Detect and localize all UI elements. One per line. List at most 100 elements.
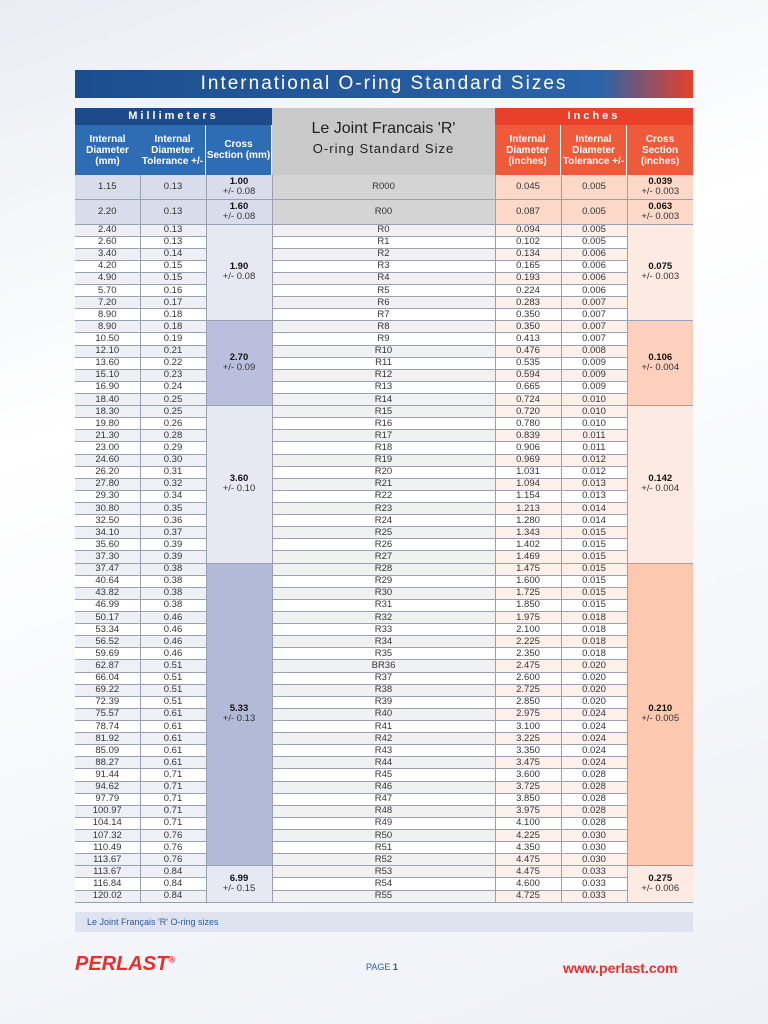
cell: 0.16 — [140, 284, 207, 298]
tolerance: +/- 0.08 — [222, 271, 256, 283]
cell: 0.71 — [140, 768, 207, 782]
table-row: 19.80 0.26 R16 0.780 0.010 — [75, 417, 693, 431]
website[interactable]: www.perlast.com — [563, 960, 678, 976]
table-row: 3.40 0.14 R2 0.134 0.006 — [75, 248, 693, 261]
cell: 0.32 — [140, 478, 207, 491]
cell: 94.62 — [75, 781, 141, 794]
cell: 0.84 — [140, 877, 207, 891]
table-row: 27.80 0.32 R21 1.094 0.013 — [75, 478, 693, 491]
cell: R38 — [272, 684, 496, 697]
cell: 0.594 — [495, 369, 562, 382]
cell: 0.020 — [561, 659, 628, 673]
cell: R39 — [272, 696, 496, 709]
cell: 3.225 — [495, 732, 562, 746]
cell: 21.30 — [75, 429, 141, 443]
cell: R14 — [272, 393, 496, 407]
cell: 0.009 — [561, 381, 628, 395]
cell: R000 — [272, 175, 496, 200]
cell: 0.005 — [561, 175, 628, 200]
value: 0.142 — [648, 473, 673, 485]
table-row: 50.17 0.46 R32 1.975 0.018 — [75, 611, 693, 625]
cell: 29.30 — [75, 490, 141, 504]
cell: 110.49 — [75, 841, 141, 855]
cell: 0.030 — [561, 841, 628, 855]
value: 0.075 — [648, 261, 673, 273]
value: 0.275 — [648, 872, 673, 884]
cell: R33 — [272, 623, 496, 637]
page-label: PAGE — [366, 962, 391, 972]
sizes-table: 1.15 0.13 1.00 +/- 0.08 R000 0.045 0.005 0.039 +… — [75, 175, 693, 903]
cell: R22 — [272, 490, 496, 504]
table-row: 91.44 0.71 R45 3.600 0.028 — [75, 768, 693, 782]
value: 0.063 — [648, 200, 673, 212]
column-header: Internal Diameter Tolerance +/- — [561, 125, 627, 175]
table-row: 1.15 0.13 1.00 +/- 0.08 R000 0.045 0.005 0.039 +… — [75, 175, 693, 200]
cell: R8 — [272, 320, 496, 334]
cell: R27 — [272, 550, 496, 564]
cell: 0.350 — [495, 320, 562, 334]
cell: 23.00 — [75, 441, 141, 455]
cell: 0.18 — [140, 320, 207, 334]
cell: 0.030 — [561, 829, 628, 843]
cell: 0.033 — [561, 877, 628, 891]
cell: 78.74 — [75, 720, 141, 734]
table-row: 7.20 0.17 R6 0.283 0.007 — [75, 296, 693, 310]
cross-section-mm: 1.90 +/- 0.08 — [206, 224, 273, 322]
table-row: 94.62 0.71 R46 3.725 0.028 — [75, 781, 693, 794]
cell: 0.009 — [561, 357, 628, 370]
cell: 0.020 — [561, 696, 628, 709]
cell: 0.476 — [495, 345, 562, 358]
cell: 0.033 — [561, 890, 628, 903]
value: 5.33 — [229, 703, 249, 715]
cell: 3.600 — [495, 768, 562, 782]
cell: 4.475 — [495, 865, 562, 879]
cell: 0.71 — [140, 781, 207, 794]
cell: R52 — [272, 853, 496, 867]
cell: 0.18 — [140, 308, 207, 322]
table-row: 69.22 0.51 R38 2.725 0.020 — [75, 684, 693, 697]
table-row: 53.34 0.46 R33 2.100 0.018 — [75, 623, 693, 637]
cell: 0.018 — [561, 635, 628, 649]
cell: 0.014 — [561, 514, 628, 528]
value: 0.210 — [648, 703, 673, 715]
tolerance: +/- 0.004 — [641, 362, 680, 374]
cell: 13.60 — [75, 357, 141, 370]
cell: R42 — [272, 732, 496, 746]
cell: 27.80 — [75, 478, 141, 491]
cell: 0.38 — [140, 575, 207, 588]
cell: 1.725 — [495, 587, 562, 600]
cell: 91.44 — [75, 768, 141, 782]
cell: 0.665 — [495, 381, 562, 395]
cell: 4.475 — [495, 853, 562, 867]
cell: 0.094 — [495, 224, 562, 237]
tolerance: +/- 0.004 — [641, 483, 680, 495]
cell: 35.60 — [75, 538, 141, 552]
cell: 0.413 — [495, 332, 562, 346]
cell: 3.40 — [75, 248, 141, 261]
cell: 0.013 — [561, 490, 628, 504]
cell: 0.61 — [140, 720, 207, 734]
cell: 0.018 — [561, 623, 628, 637]
table-row: 43.82 0.38 R30 1.725 0.015 — [75, 587, 693, 600]
cell: 2.975 — [495, 708, 562, 721]
cell: R7 — [272, 308, 496, 322]
cell: R53 — [272, 865, 496, 879]
cell: R37 — [272, 672, 496, 685]
cell: 16.90 — [75, 381, 141, 395]
cell: 0.010 — [561, 417, 628, 431]
cell: 37.47 — [75, 563, 141, 576]
cell: 19.80 — [75, 417, 141, 431]
cell: 0.37 — [140, 526, 207, 540]
cell: 4.350 — [495, 841, 562, 855]
cell: R0 — [272, 224, 496, 237]
cell: 0.007 — [561, 296, 628, 310]
cell: R2 — [272, 248, 496, 261]
cell: 0.015 — [561, 526, 628, 540]
cell: 0.25 — [140, 393, 207, 407]
cell: 1.975 — [495, 611, 562, 625]
cell: 0.224 — [495, 284, 562, 298]
cell: R16 — [272, 417, 496, 431]
column-header: Internal Diameter Tolerance +/- — [140, 125, 206, 175]
cell: 0.015 — [561, 550, 628, 564]
column-header: Cross Section (mm) — [206, 125, 272, 175]
